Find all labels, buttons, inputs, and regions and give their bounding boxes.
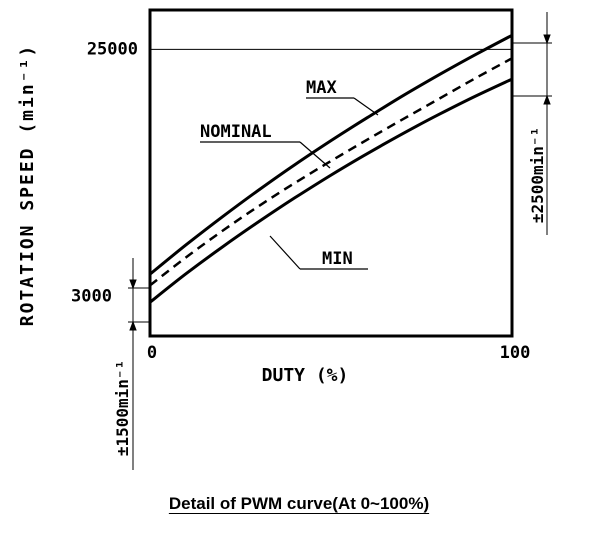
tolerance-dimension-right — [512, 12, 552, 235]
y-axis-title: ROTATION SPEED (min⁻¹) — [17, 44, 38, 326]
annotation-min: MIN — [322, 249, 353, 269]
y-tick-label-3000: 3000 — [71, 287, 112, 307]
x-tick-label-100: 100 — [500, 343, 531, 363]
x-tick-label-0: 0 — [147, 343, 157, 363]
annotation-max: MAX — [306, 78, 337, 98]
tolerance-label-left: ±1500min⁻¹ — [113, 360, 132, 456]
x-axis-title: DUTY (%) — [262, 365, 349, 386]
curve-nominal — [149, 57, 513, 287]
curve-max — [149, 33, 513, 276]
leader-nominal-d — [299, 141, 331, 169]
y-tick-label-25000: 25000 — [87, 39, 138, 59]
leader-max-d — [353, 97, 379, 116]
curve-min — [149, 77, 513, 304]
figure-caption-text: Detail of PWM curve(At 0~100%) — [168, 494, 430, 513]
annotation-nominal: NOMINAL — [200, 122, 272, 142]
figure-caption: Detail of PWM curve(At 0~100%) — [0, 494, 598, 514]
leader-min-d — [269, 235, 301, 270]
tolerance-dimension-left — [128, 258, 150, 470]
tolerance-label-right: ±2500min⁻¹ — [528, 127, 547, 223]
plot-frame — [148, 8, 514, 338]
